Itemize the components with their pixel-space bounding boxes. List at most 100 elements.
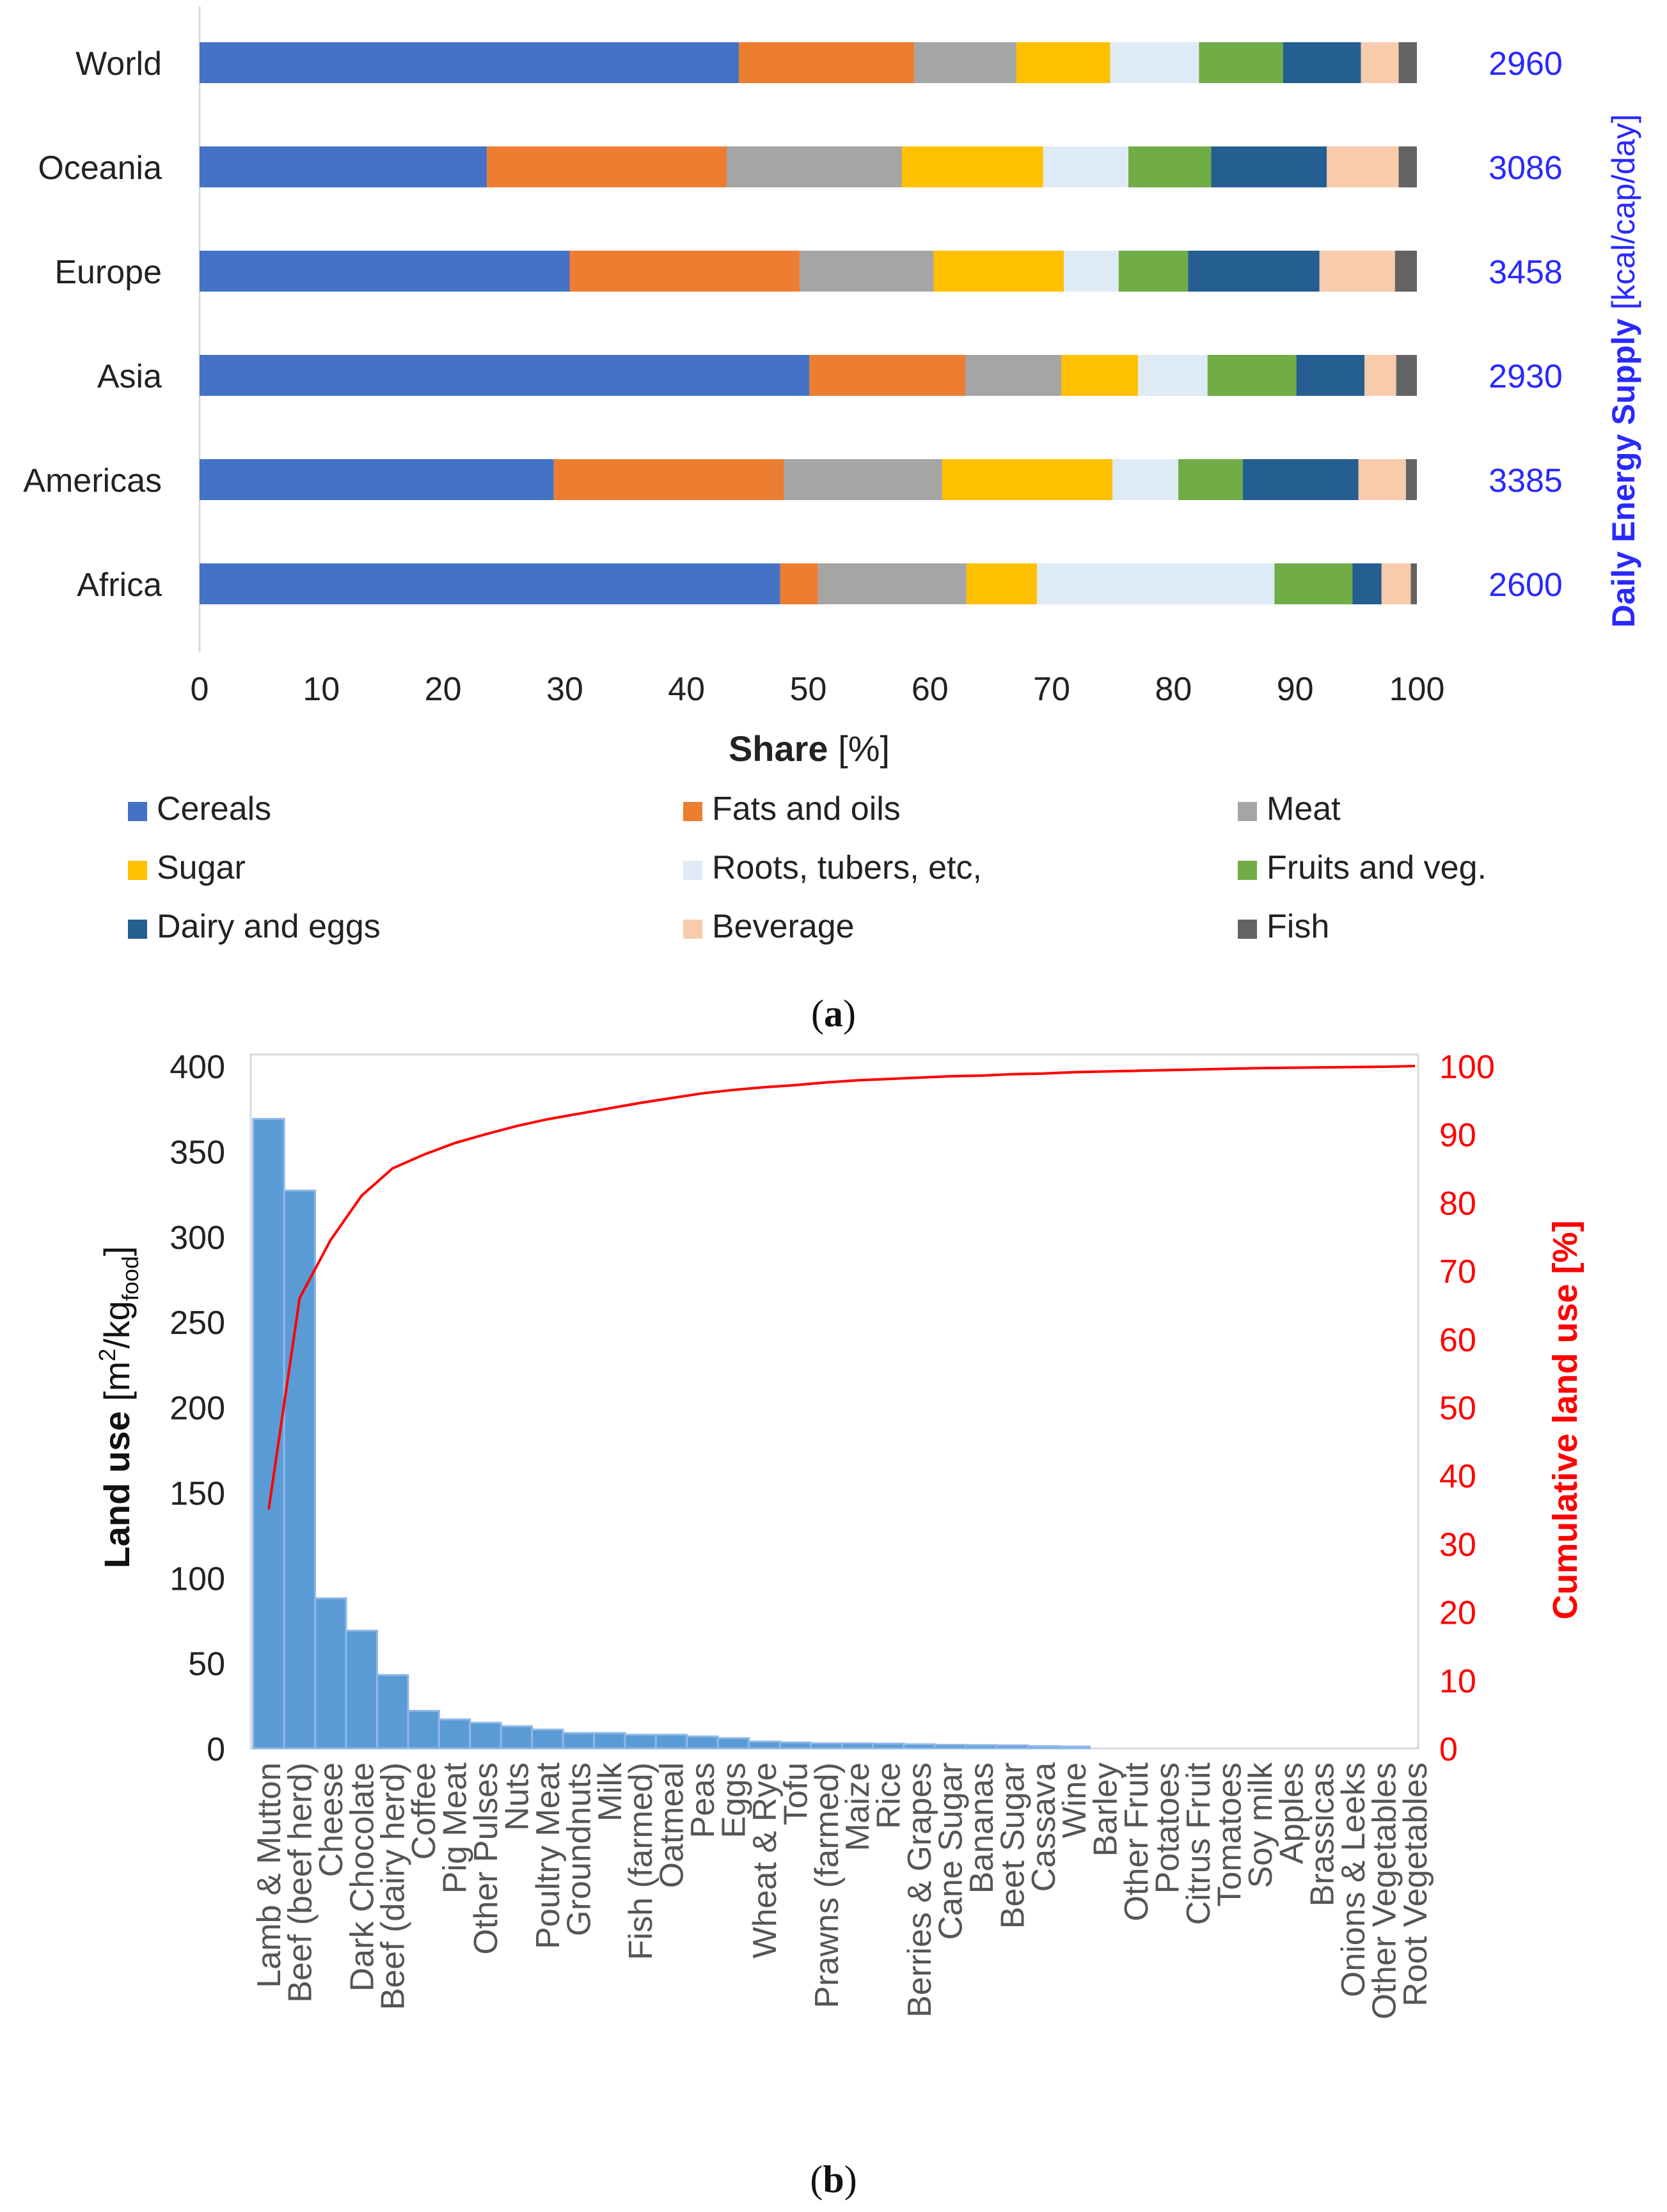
x-axis-label-unit: [%] [838, 728, 890, 769]
x-category-label: Milk [592, 1762, 629, 1821]
total-value: 2930 [1489, 358, 1563, 395]
y2-tick-label: 80 [1439, 1185, 1476, 1222]
legend-label: Cereals [157, 790, 271, 828]
bar-segment [780, 563, 818, 604]
x-category-label: Brassicas [1304, 1762, 1341, 1906]
land-use-bar [778, 1741, 812, 1750]
x-category-label: Cheese [313, 1762, 350, 1877]
caption-b: (b) [810, 2158, 857, 2200]
x-category-label: Lamb & Mutton [251, 1762, 288, 1988]
x-category-label: Beef (dairy herd) [375, 1762, 412, 2010]
land-use-bar [841, 1742, 874, 1750]
caption-b-paren-close: ) [844, 2158, 857, 2200]
y-tick-label: 200 [170, 1390, 225, 1427]
land-use-bar [407, 1709, 440, 1750]
legend-swatch [128, 802, 147, 821]
caption-b-letter: b [823, 2158, 844, 2200]
land-use-bar [531, 1729, 564, 1750]
bar-segment [1398, 146, 1417, 187]
bar-segment [200, 459, 554, 500]
land-use-bar [810, 1742, 843, 1750]
y-axis-label-main: Land use [97, 1401, 137, 1568]
x-category-label: Pig Meat [437, 1762, 474, 1894]
land-use-bar [933, 1743, 967, 1750]
land-use-bar [871, 1743, 905, 1750]
y2-tick-label: 40 [1439, 1458, 1476, 1495]
y2-tick-label: 10 [1439, 1663, 1476, 1700]
x-category-label: Other Pulses [468, 1762, 505, 1955]
bar-segment [1112, 459, 1179, 500]
land-use-bar [438, 1718, 471, 1750]
land-use-bar [562, 1732, 596, 1750]
land-use-bar [654, 1734, 688, 1750]
y-tick-label: 0 [207, 1731, 225, 1768]
total-value: 3086 [1489, 150, 1563, 187]
y2-tick-label: 100 [1439, 1049, 1495, 1086]
land-use-bar [1057, 1745, 1091, 1750]
legend-swatch [683, 802, 702, 821]
legend-swatch [128, 861, 147, 880]
x-category-label: Citrus Fruit [1180, 1762, 1217, 1925]
x-tick-label: 60 [912, 671, 949, 708]
y-axis-label-unit-b: /kg [97, 1301, 137, 1349]
y-tick-label: 150 [170, 1475, 225, 1512]
x-category-label: Other Fruit [1118, 1762, 1155, 1921]
bar-segment [1396, 355, 1417, 396]
bar-segment [1199, 42, 1283, 83]
legend-swatch [1238, 802, 1257, 821]
bar-segment [1319, 251, 1395, 292]
x-category-label: Peas [684, 1762, 722, 1839]
bar-segment [965, 355, 1062, 396]
bar-segment [1274, 563, 1353, 604]
x-category-label: Onions & Leeks [1335, 1762, 1372, 1997]
bar-segment [569, 251, 800, 292]
bar-segment [1188, 251, 1320, 292]
legend-swatch [1238, 861, 1257, 880]
y2-tick-label: 20 [1439, 1595, 1476, 1632]
caption-a-paren-open: ( [811, 992, 824, 1035]
chart-b: 0 50 100 150 200 250 300 350 400 0 10 20 30 40 50 60 70 8… [94, 1049, 1584, 2200]
bar-segment [942, 459, 1113, 500]
total-value: 3458 [1489, 254, 1563, 291]
category-label: Africa [77, 567, 162, 604]
total-value: 3385 [1489, 462, 1563, 499]
legend-label: Sugar [157, 849, 246, 886]
x-category-label: Wheat & Rye [747, 1762, 784, 1958]
bar-segment [933, 251, 1064, 292]
x-axis-label: Share [%] [729, 728, 890, 769]
y-tick-label: 50 [188, 1646, 225, 1683]
legend-label: Beverage [712, 908, 855, 945]
x-category-label: Root Vegetables [1397, 1762, 1434, 2007]
x-category-label: Bananas [963, 1762, 1000, 1894]
caption-a-paren-close: ) [843, 992, 856, 1035]
y-tick-label: 350 [170, 1134, 225, 1171]
x-tick-label: 100 [1389, 671, 1445, 708]
bar-segment [784, 459, 942, 500]
bar-segment [726, 146, 903, 187]
bar-segment [200, 251, 570, 292]
legend-label: Meat [1267, 790, 1341, 828]
bar-segment [1061, 355, 1139, 396]
bar-segment [553, 459, 784, 500]
land-use-bar [965, 1744, 998, 1750]
bar-segment [1242, 459, 1359, 500]
x-tick-label: 80 [1155, 671, 1192, 708]
y2-tick-label: 70 [1439, 1253, 1476, 1290]
bar-segment [200, 355, 810, 396]
bar-segment [1178, 459, 1243, 500]
chart-a: World 2960 Oceania 3086 Europe 3458 Asia 2930 Am… [23, 6, 1641, 1035]
x-category-label: Cassava [1025, 1762, 1063, 1892]
x-tick-label: 40 [668, 671, 705, 708]
y-tick-label: 400 [170, 1049, 225, 1086]
land-use-bar [716, 1737, 750, 1750]
bar-segment [1394, 251, 1417, 292]
x-tick-label: 70 [1033, 671, 1070, 708]
bar-segment [1296, 355, 1365, 396]
y-axis-label-unit-sub: food [117, 1256, 143, 1301]
bar-segment [818, 563, 967, 604]
y-tick-label: 100 [170, 1560, 225, 1597]
x-category-label: Oatmeal [654, 1762, 691, 1888]
x-category-label: Eggs [715, 1762, 752, 1839]
bar-segment [1128, 146, 1212, 187]
land-use-bar [995, 1744, 1029, 1750]
